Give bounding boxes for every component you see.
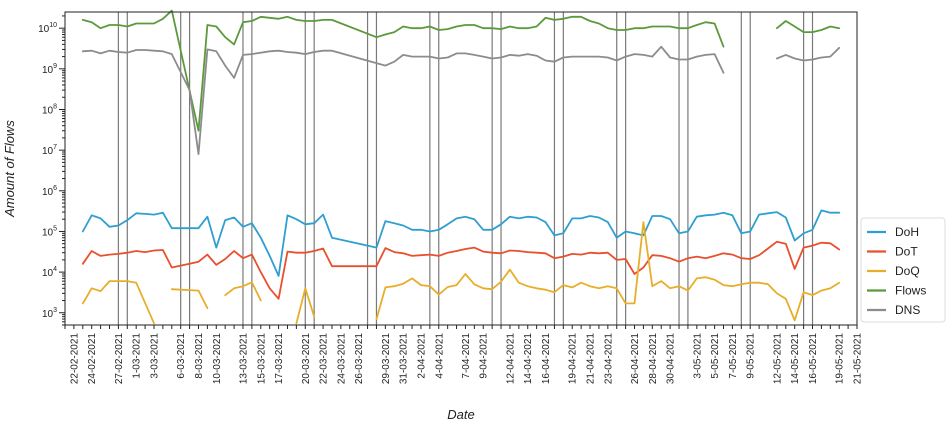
series-line-dns <box>81 45 725 156</box>
x-tick-label: 14-04-2021 <box>523 333 534 385</box>
series-line-doq <box>295 287 316 325</box>
x-tick-label: 5-05-2021 <box>710 333 721 379</box>
x-tick-label: 1-03-2021 <box>132 333 143 379</box>
x-tick-label: 9-05-2021 <box>746 333 757 379</box>
y-tick-label: 109 <box>42 63 57 76</box>
x-tick-label: 8-03-2021 <box>194 333 205 379</box>
x-tick-label: 12-05-2021 <box>772 333 783 385</box>
x-tick-label: 13-03-2021 <box>238 333 249 385</box>
plot-frame <box>64 11 858 326</box>
x-tick-label: 24-03-2021 <box>336 333 347 385</box>
event-lines <box>117 12 814 325</box>
x-tick-label: 22-02-2021 <box>69 333 80 385</box>
x-tick-label: 21-05-2021 <box>853 333 864 385</box>
series-line-flows <box>776 20 841 33</box>
x-tick-label: 28-04-2021 <box>648 333 659 385</box>
y-tick-label: 104 <box>42 266 57 279</box>
x-tick-label: 24-02-2021 <box>87 333 98 385</box>
x-tick-label: 9-04-2021 <box>479 333 490 379</box>
legend-label: DoQ <box>895 264 920 278</box>
legend: DoH DoT DoQ Flows DNS <box>860 217 946 323</box>
series-line-doq <box>170 288 209 310</box>
legend-label: DoH <box>895 225 919 239</box>
y-tick-label: 107 <box>42 144 57 157</box>
x-tick-label: 6-03-2021 <box>176 333 187 379</box>
x-tick-label: 31-03-2021 <box>399 333 410 385</box>
series-lines <box>81 9 841 325</box>
y-tick-label: 105 <box>42 225 57 238</box>
x-tick-label: 14-05-2021 <box>790 333 801 385</box>
series-line-dns <box>776 46 841 62</box>
series-line-doq <box>224 281 262 302</box>
x-tick-label: 2-04-2021 <box>416 333 427 379</box>
x-tick-label: 22-03-2021 <box>319 333 330 385</box>
legend-label: DNS <box>895 303 920 317</box>
x-tick-label: 30-04-2021 <box>666 333 677 385</box>
legend-label: Flows <box>895 284 926 298</box>
x-tick-label: 3-03-2021 <box>149 333 160 379</box>
x-tick-label: 12-04-2021 <box>505 333 516 385</box>
x-tick-label: 10-03-2021 <box>212 333 223 385</box>
x-axis-title: Date <box>447 407 474 422</box>
series-line-doq <box>81 280 155 325</box>
y-tick-label: 1010 <box>38 22 57 35</box>
x-tick-label: 15-03-2021 <box>256 333 267 385</box>
x-tick-label: 17-03-2021 <box>274 333 285 385</box>
x-tick-label: 4-04-2021 <box>434 333 445 379</box>
y-axis: 103 104 105 106 107 108 109 1010 <box>38 15 65 326</box>
x-tick-label: 7-04-2021 <box>461 333 472 379</box>
y-tick-label: 103 <box>42 307 57 320</box>
legend-label: DoT <box>895 245 918 259</box>
x-tick-label: 21-04-2021 <box>586 333 597 385</box>
x-axis: 22-02-2021 24-02-2021 27-02-2021 1-03-2021 3… <box>64 325 864 385</box>
y-axis-title: Amount of Flows <box>2 120 17 218</box>
x-tick-label: 7-05-2021 <box>728 333 739 379</box>
legend-box <box>860 217 946 323</box>
series-line-doh <box>81 209 841 277</box>
x-tick-label: 3-05-2021 <box>692 333 703 379</box>
x-tick-label: 23-04-2021 <box>603 333 614 385</box>
series-line-dot <box>81 240 841 300</box>
y-tick-label: 108 <box>42 103 57 116</box>
x-tick-label: 29-03-2021 <box>381 333 392 385</box>
y-tick-label: 106 <box>42 185 57 198</box>
x-tick-label: 19-04-2021 <box>568 333 579 385</box>
x-tick-label: 16-05-2021 <box>808 333 819 385</box>
x-tick-label: 16-04-2021 <box>541 333 552 385</box>
x-tick-label: 19-05-2021 <box>835 333 846 385</box>
x-tick-label: 20-03-2021 <box>301 333 312 385</box>
series-line-doq <box>375 221 841 322</box>
x-tick-label: 26-03-2021 <box>354 333 365 385</box>
x-tick-label: 26-04-2021 <box>630 333 641 385</box>
series-line-flows <box>81 9 725 132</box>
x-tick-label: 27-02-2021 <box>114 333 125 385</box>
